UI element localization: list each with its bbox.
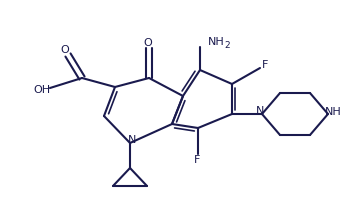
Text: F: F xyxy=(262,60,268,70)
Text: NH: NH xyxy=(208,37,225,47)
Text: F: F xyxy=(194,155,200,165)
Text: N: N xyxy=(128,135,136,145)
Text: NH: NH xyxy=(325,107,341,117)
Text: N: N xyxy=(256,106,264,116)
Text: O: O xyxy=(144,38,152,48)
Text: 2: 2 xyxy=(224,41,230,49)
Text: O: O xyxy=(61,45,69,55)
Text: OH: OH xyxy=(33,85,51,95)
